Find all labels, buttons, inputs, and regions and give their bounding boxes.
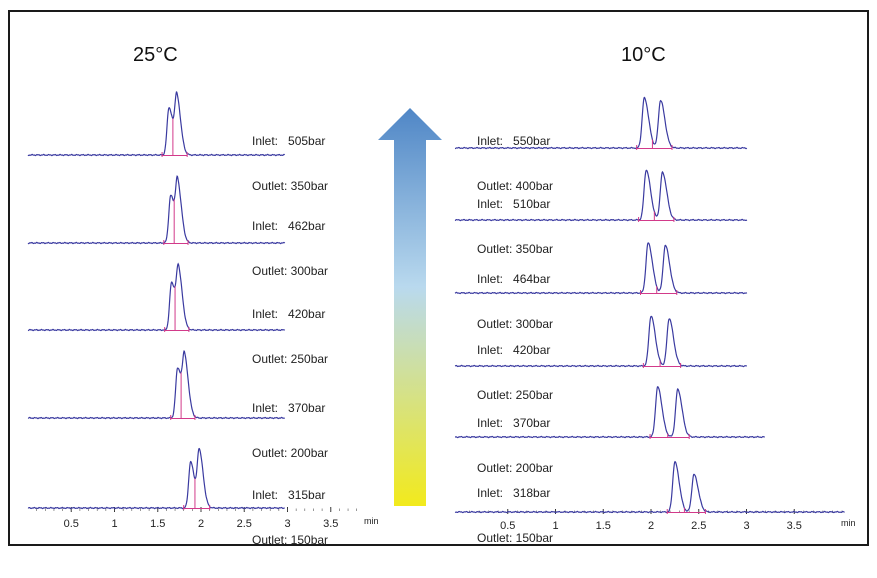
chromatogram-trace-0-1 [27, 175, 286, 245]
outlet-label: Outlet: 400bar [477, 179, 554, 193]
outlet-label: Outlet: 350bar [477, 242, 554, 256]
right-trace-4-label: Inlet: 420bar Outlet: 250bar [477, 313, 553, 433]
left-trace-1-label: Inlet: 505bar Outlet: 350bar [252, 104, 328, 224]
x-tick-label-1-5: 3 [743, 520, 749, 532]
chromatogram-trace-1-0 [454, 96, 748, 150]
outlet-label: Outlet: 250bar [477, 388, 554, 402]
chromatogram-trace-1-3 [454, 315, 748, 368]
pressure-arrow [378, 108, 442, 506]
left-trace-3-label: Inlet: 420bar Outlet: 250bar [252, 277, 328, 397]
inlet-label: Inlet: 318bar [477, 486, 551, 500]
left-trace-5-label: Inlet: 315bar Outlet: 150bar [252, 458, 328, 578]
x-tick-label-0-6: 3.5 [323, 518, 338, 530]
inlet-label: Inlet: 370bar [477, 416, 551, 430]
chromatogram-trace-1-4 [454, 386, 765, 439]
chromatogram-trace-1-1 [454, 169, 748, 222]
inlet-label: Inlet: 420bar [252, 307, 326, 321]
outlet-label: Outlet: 350bar [252, 179, 329, 193]
arrow-shape [378, 108, 442, 506]
chromatogram-trace-1-5 [454, 460, 845, 514]
x-unit-label-1: min [841, 518, 856, 528]
chromatogram-traces: 0.5 1 1.5 2 2.5 3 3.5 min 0.5 1 1.5 2 2.5 3 3.5 min [27, 91, 856, 532]
chromatogram-trace-0-4 [27, 447, 285, 510]
outlet-label: Outlet: 200bar [252, 446, 329, 460]
inlet-label: Inlet: 370bar [252, 401, 326, 415]
inlet-label: Inlet: 505bar [252, 134, 326, 148]
inlet-label: Inlet: 420bar [477, 343, 551, 357]
x-tick-label-1-4: 2.5 [691, 520, 706, 532]
x-tick-label-1-1: 1 [552, 520, 558, 532]
x-tick-label-1-0: 0.5 [500, 520, 515, 532]
x-tick-label-0-3: 2 [198, 518, 204, 530]
left-trace-2-label: Inlet: 462bar Outlet: 300bar [252, 189, 328, 309]
inlet-label: Inlet: 462bar [252, 219, 326, 233]
right-trace-6-label: Inlet: 318bar Outlet: 150bar [477, 456, 553, 576]
chromatogram-trace-0-0 [27, 91, 286, 157]
chromatogram-trace-0-3 [27, 350, 286, 420]
x-tick-label-0-2: 1.5 [150, 518, 165, 530]
chromatogram-trace-0-2 [27, 262, 286, 332]
x-tick-label-1-2: 1.5 [596, 520, 611, 532]
right-trace-5-label: Inlet: 370bar Outlet: 200bar [477, 386, 553, 506]
right-trace-1-label: Inlet: 550bar Outlet: 400bar [477, 104, 553, 224]
x-tick-label-1-6: 3.5 [787, 520, 802, 532]
figure-frame [8, 10, 869, 546]
x-tick-label-0-5: 3 [284, 518, 290, 530]
inlet-label: Inlet: 315bar [252, 488, 326, 502]
outlet-label: Outlet: 200bar [477, 461, 554, 475]
x-tick-label-0-4: 2.5 [237, 518, 252, 530]
inlet-label: Inlet: 510bar [477, 197, 551, 211]
right-trace-3-label: Inlet: 464bar Outlet: 300bar [477, 242, 553, 362]
panel-title-10c: 10°C [621, 44, 666, 66]
x-unit-label-0: min [364, 516, 379, 526]
outlet-label: Outlet: 300bar [477, 317, 554, 331]
outlet-label: Outlet: 300bar [252, 264, 329, 278]
right-trace-2-label: Inlet: 510bar Outlet: 350bar [477, 167, 553, 287]
inlet-label: Inlet: 464bar [477, 272, 551, 286]
x-tick-label-0-1: 1 [111, 518, 117, 530]
outlet-label: Outlet: 250bar [252, 352, 329, 366]
panel-title-25c: 25°C [133, 44, 178, 66]
chromatogram-figure: 25°C 10°C Inlet: 505bar Outlet: 350bar I… [8, 10, 869, 547]
inlet-label: Inlet: 550bar [477, 134, 551, 148]
chromatogram-trace-1-2 [454, 242, 748, 295]
outlet-label: Outlet: 150bar [252, 533, 329, 547]
x-tick-label-0-0: 0.5 [64, 518, 79, 530]
left-trace-4-label: Inlet: 370bar Outlet: 200bar [252, 371, 328, 491]
x-tick-label-1-3: 2 [648, 520, 654, 532]
outlet-label: Outlet: 150bar [477, 531, 554, 545]
